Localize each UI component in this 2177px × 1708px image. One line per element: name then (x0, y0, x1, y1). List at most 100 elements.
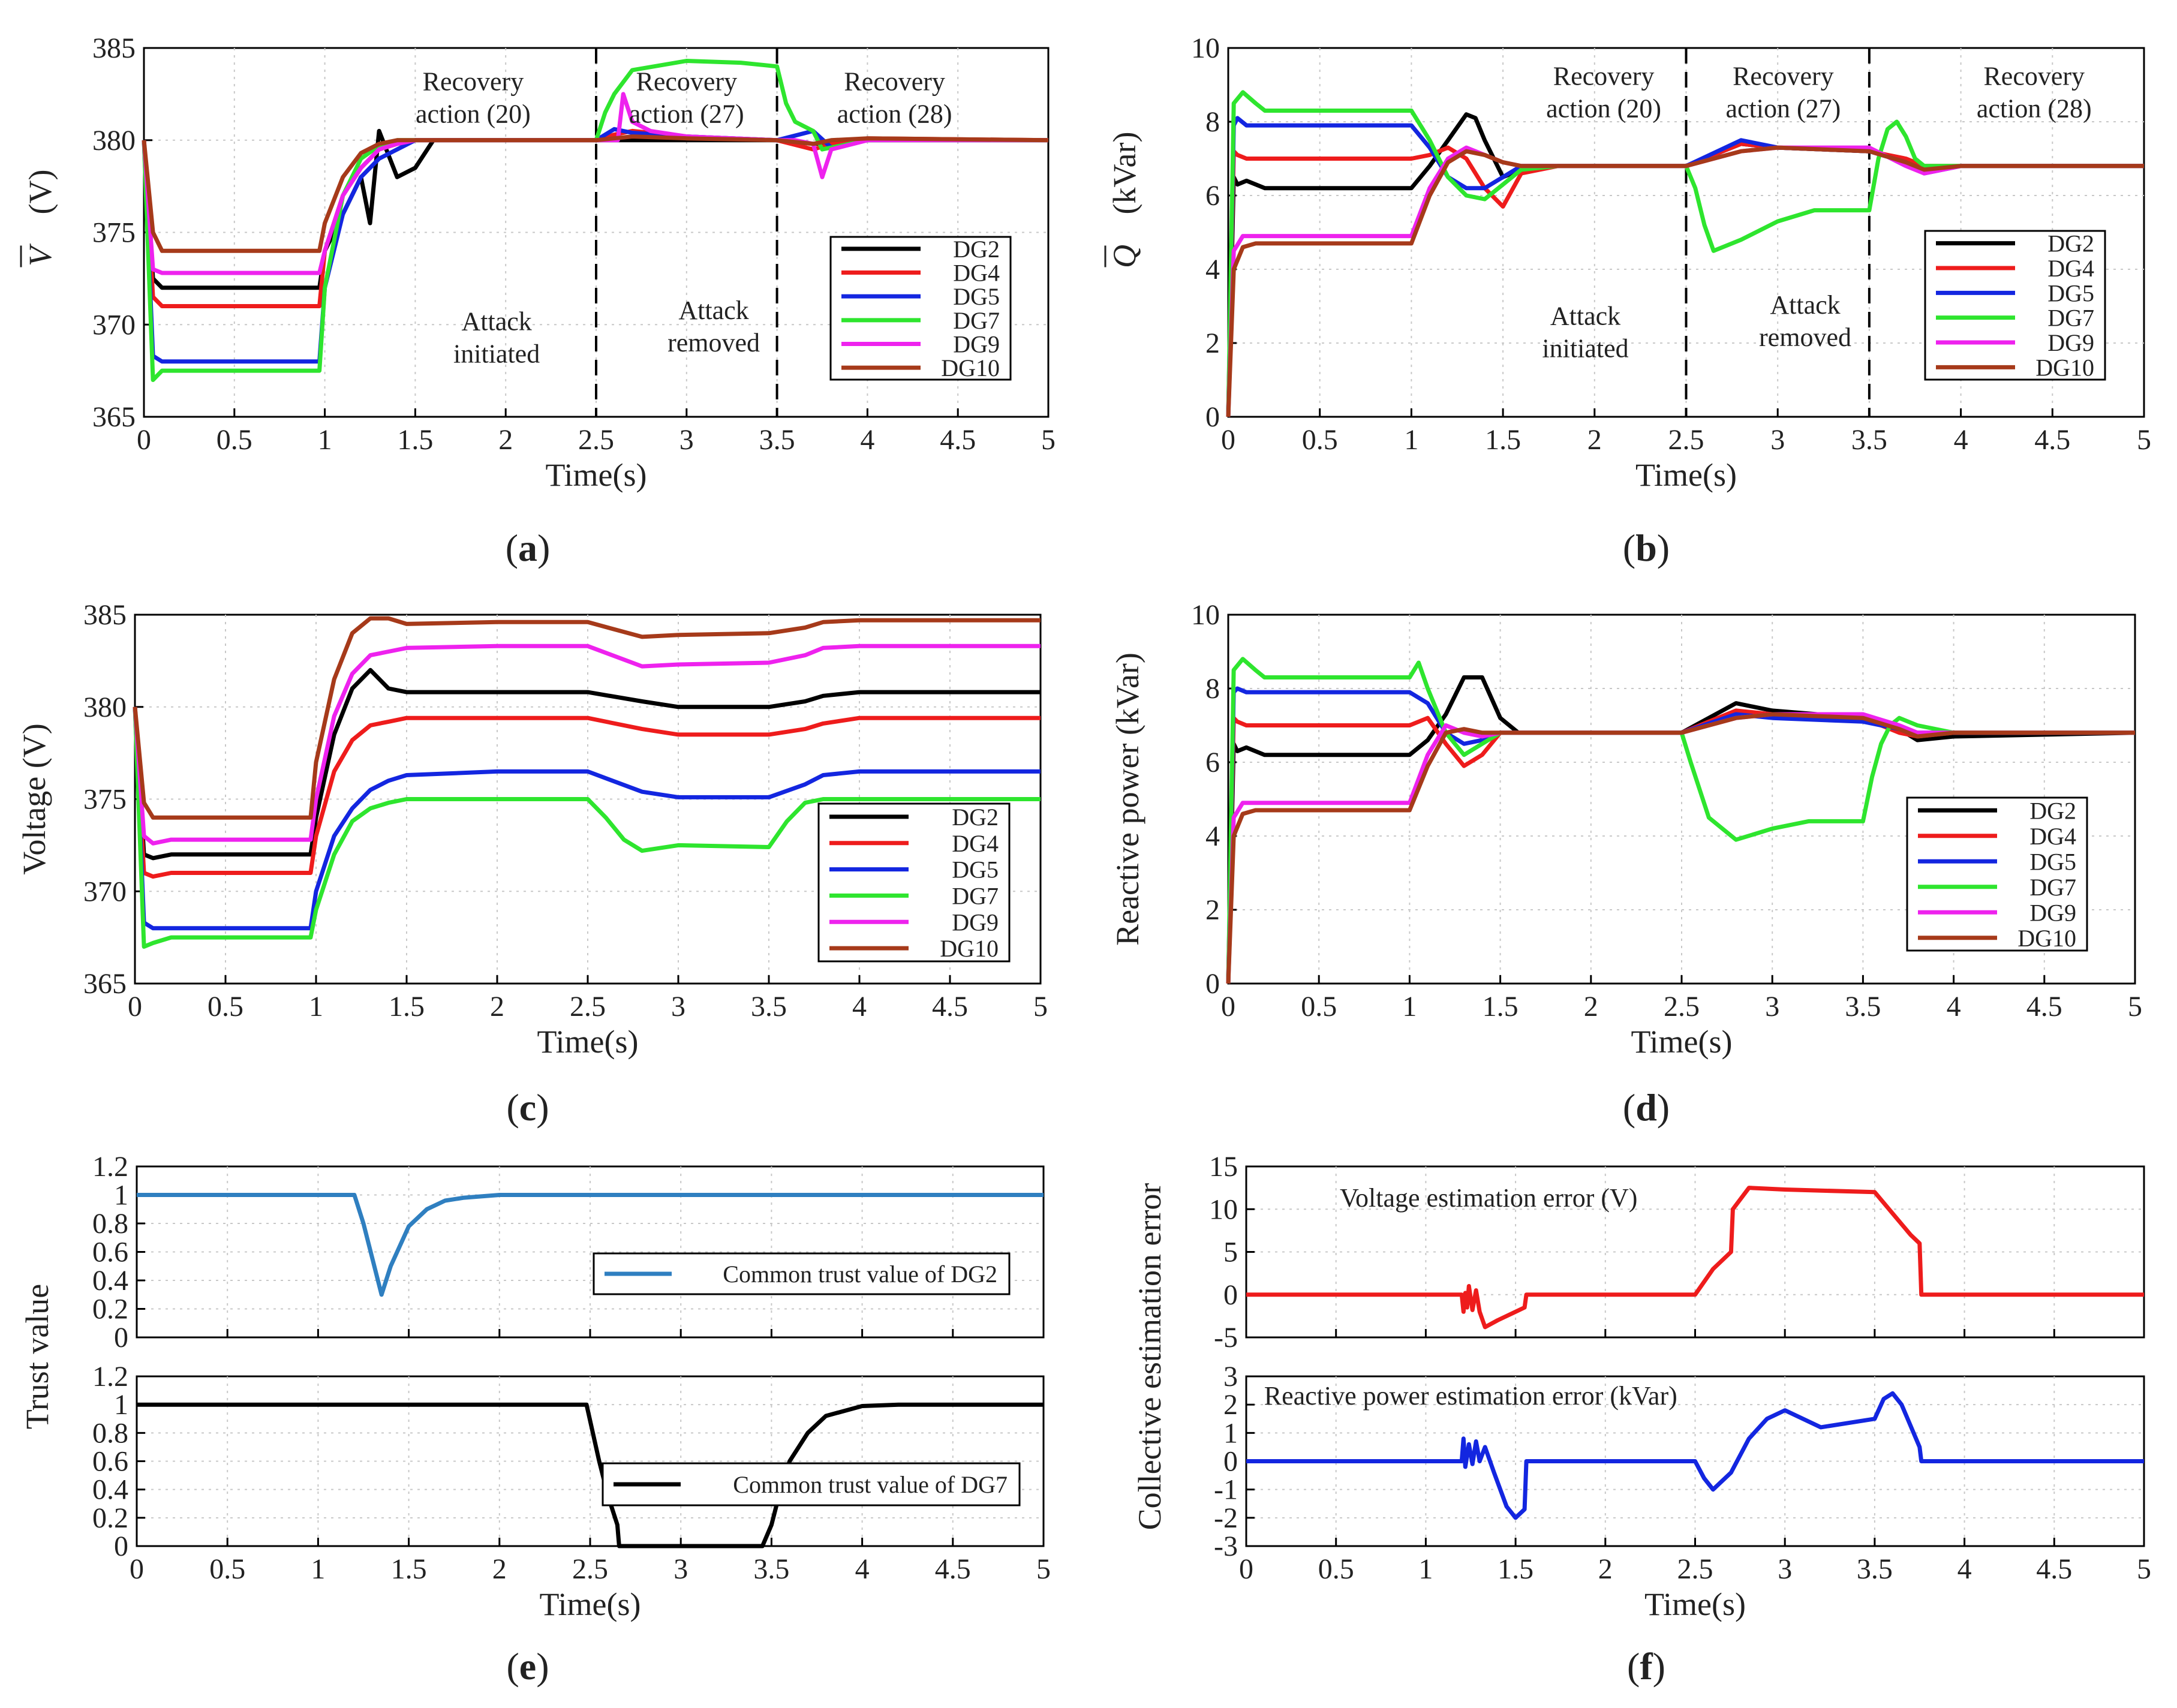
annotation-text: Recovery (1733, 62, 1834, 91)
y-tick-label: 375 (83, 784, 127, 816)
legend-label: DG2 (952, 804, 999, 831)
y-axis-label: Reactive power (kVar) (1109, 652, 1145, 946)
panel-label-letter: d (1635, 1086, 1657, 1129)
legend-label: DG9 (952, 909, 999, 936)
x-tick-label: 4.5 (932, 991, 968, 1023)
legend-label: DG10 (2017, 925, 2076, 952)
chart-panel-e2: 00.20.40.60.811.20 0.5 1 1.5 2 2.5 3 3.5 4 4.5 5Ti… (19, 1284, 1051, 1688)
series-line-dg10 (1226, 712, 2135, 984)
legend-label: DG2 (2047, 230, 2094, 257)
x-tick-label: 4.5 (2026, 991, 2062, 1023)
x-axis-label: Time(s) (537, 1024, 638, 1060)
panel-label: (f) (1627, 1645, 1665, 1688)
x-tick-label: 2.5 (570, 991, 606, 1023)
y-tick-label: 365 (83, 968, 127, 1000)
annotation-text: removed (667, 328, 760, 357)
x-tick-label: 1 (1418, 1553, 1433, 1585)
y-tick-label: 1 (1223, 1417, 1238, 1449)
legend-label: DG5 (2029, 848, 2076, 875)
annotation-text: removed (1759, 323, 1851, 352)
panel-label-close: ) (537, 527, 550, 569)
y-tick-label: 8 (1205, 673, 1220, 705)
x-tick-label: 3.5 (1851, 424, 1887, 456)
y-tick-label: 0.2 (92, 1502, 128, 1534)
y-tick-label: 4 (1205, 820, 1220, 852)
legend-label: DG9 (2029, 899, 2076, 926)
y-tick-label: 10 (1209, 1193, 1238, 1225)
y-tick-label: 0.8 (92, 1417, 128, 1449)
x-tick-label: 1.5 (391, 1553, 427, 1585)
y-axis-label: V (V) (20, 170, 58, 267)
panel-label-close: ) (536, 1086, 549, 1129)
legend-label: DG4 (2029, 823, 2076, 850)
x-tick-label: 0.5 (1301, 991, 1337, 1023)
series-line-dg9 (133, 643, 1041, 846)
panel-label-open: ( (506, 527, 518, 569)
panel-label: (a) (506, 527, 551, 569)
y-tick-label: 6 (1205, 747, 1220, 778)
legend-label: DG10 (940, 935, 999, 962)
annotation-text: action (27) (1725, 94, 1841, 124)
panel-label-letter: b (1635, 527, 1657, 569)
x-tick-label: 1.5 (1498, 1553, 1533, 1585)
annotation-text: Voltage estimation error (V) (1340, 1183, 1637, 1213)
y-axis-unit: (kVar) (1106, 132, 1142, 215)
x-tick-label: 3 (671, 991, 685, 1023)
legend-label: DG4 (953, 260, 1000, 287)
y-tick-label: 8 (1205, 106, 1220, 138)
x-tick-label: 1 (311, 1553, 325, 1585)
x-tick-label: 0 (137, 424, 151, 456)
x-tick-label: 0.5 (209, 1553, 245, 1585)
y-tick-label: 6 (1205, 180, 1220, 212)
x-tick-label: 1.5 (1485, 424, 1521, 456)
annotation-text: Recovery (1553, 62, 1655, 91)
y-tick-label: -5 (1214, 1322, 1238, 1354)
series-line-reactive-power-estimation-error-(kvar) (1246, 1391, 2144, 1520)
x-tick-label: 0 (1221, 424, 1235, 456)
annotation-text: action (28) (1977, 94, 2092, 124)
panel-label-letter: f (1640, 1645, 1653, 1688)
series-line-dg2 (133, 667, 1041, 861)
y-tick-label: 370 (92, 309, 136, 341)
series-line-dg4 (133, 706, 1041, 879)
panel-label-close: ) (536, 1645, 549, 1688)
panel-label-letter: a (518, 527, 537, 569)
annotation-text: Attack (678, 296, 748, 325)
chart-panel-f1: -5 0 5 10 15 Voltage estimation error (V) (1209, 1151, 2145, 1354)
series-line-dg10 (133, 616, 1041, 820)
y-tick-label: 0.8 (92, 1208, 128, 1240)
y-tick-label: 1 (114, 1389, 128, 1421)
panel-label-close: ) (1653, 1645, 1665, 1688)
y-tick-label: 0.4 (92, 1474, 128, 1506)
x-tick-label: 2 (1584, 991, 1598, 1023)
annotation-text: action (27) (629, 100, 744, 129)
y-tick-label: 0 (114, 1530, 128, 1562)
x-tick-label: 4 (855, 1553, 870, 1585)
legend-label: DG9 (953, 331, 1000, 358)
x-tick-label: 4 (1958, 1553, 1972, 1585)
y-tick-label: 380 (83, 691, 127, 723)
x-tick-label: 2.5 (1664, 991, 1700, 1023)
legend-box (1924, 230, 2106, 381)
y-tick-label: 0.2 (92, 1294, 128, 1325)
y-tick-label: 2 (1223, 1389, 1238, 1421)
x-tick-label: 0.5 (217, 424, 252, 456)
y-tick-label: 0.4 (92, 1265, 128, 1297)
x-tick-label: 1.5 (397, 424, 433, 456)
legend-label: Common trust value of DG7 (733, 1471, 1008, 1498)
chart-panel-d: 0 2 4 6 8 10 0 0.5 1 1.5 2 2.5 3 3.5 4 4.5 5 Time(s) React… (1109, 599, 2142, 1129)
y-tick-label: 5 (1223, 1237, 1238, 1268)
x-tick-label: 3.5 (1857, 1553, 1893, 1585)
y-tick-label: 4 (1205, 254, 1220, 285)
series-line-dg4 (1226, 142, 2144, 417)
panel-label-letter: c (519, 1086, 536, 1129)
x-tick-label: 4.5 (940, 424, 976, 456)
x-axis-label: Time(s) (1644, 1586, 1746, 1622)
legend-label: DG5 (2047, 279, 2094, 306)
legend-label: DG5 (952, 856, 999, 883)
panel-label-letter: e (519, 1645, 536, 1688)
y-tick-label: 0.6 (92, 1446, 128, 1478)
x-tick-label: 0 (1221, 991, 1235, 1023)
